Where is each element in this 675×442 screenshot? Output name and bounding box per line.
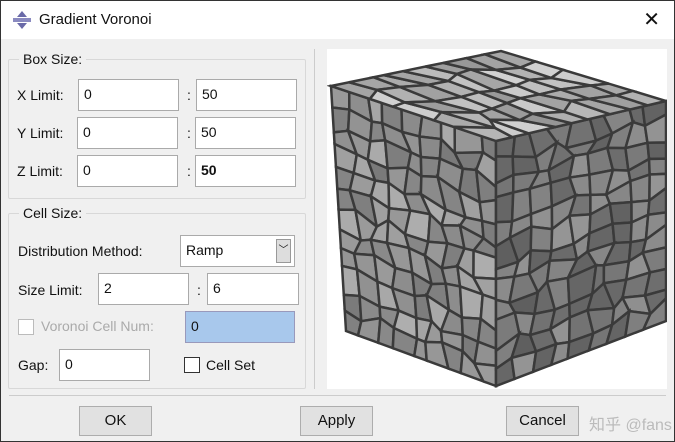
- apply-button[interactable]: Apply: [300, 406, 373, 436]
- voronoi-cell: [529, 225, 554, 253]
- separator: :: [197, 282, 201, 298]
- divider: [9, 395, 666, 396]
- y-limit-min-input[interactable]: 0: [77, 117, 178, 149]
- gap-input[interactable]: 0: [59, 349, 150, 381]
- box-size-group: Box Size:: [8, 51, 306, 199]
- voronoi-cell: [418, 135, 443, 160]
- x-limit-min-input[interactable]: 0: [78, 79, 179, 111]
- y-limit-label: Y Limit:: [17, 125, 64, 141]
- cell-size-group: Cell Size:: [8, 205, 306, 389]
- z-limit-label: Z Limit:: [17, 163, 63, 179]
- voronoi-cell: [611, 221, 633, 245]
- voronoi-cell-num-label: Voronoi Cell Num:: [41, 318, 154, 334]
- voronoi-cell: [611, 89, 671, 107]
- box-size-legend: Box Size:: [23, 51, 83, 67]
- distribution-method-label: Distribution Method:: [18, 243, 143, 259]
- gap-label: Gap:: [18, 357, 49, 373]
- divider: [314, 49, 315, 389]
- voronoi-cell-num-input[interactable]: 0: [185, 311, 295, 343]
- close-icon[interactable]: ✕: [643, 9, 660, 31]
- separator: :: [187, 163, 191, 179]
- title-bar: Gradient Voronoi ✕: [1, 1, 674, 39]
- separator: :: [187, 125, 191, 141]
- window-title: Gradient Voronoi: [39, 11, 152, 28]
- voronoi-cube-image: [326, 49, 671, 388]
- watermark: 知乎 @fans: [589, 417, 672, 434]
- x-limit-label: X Limit:: [17, 87, 64, 103]
- voronoi-cell: [356, 316, 382, 345]
- size-limit-max-input[interactable]: 6: [207, 273, 299, 305]
- voronoi-cell: [640, 295, 668, 332]
- x-limit-max-input[interactable]: 50: [196, 79, 297, 111]
- voronoi-cell-num-checkbox[interactable]: [18, 319, 34, 335]
- chevron-down-icon[interactable]: ﹀: [276, 239, 291, 263]
- app-icon: [13, 11, 31, 29]
- size-limit-label: Size Limit:: [18, 282, 83, 298]
- cancel-button[interactable]: Cancel: [506, 406, 579, 436]
- distribution-method-select[interactable]: Ramp ﹀: [180, 235, 295, 267]
- voronoi-preview: [326, 49, 671, 389]
- z-limit-max-input[interactable]: 50: [195, 155, 296, 187]
- z-limit-min-input[interactable]: 0: [77, 155, 178, 187]
- separator: :: [187, 87, 191, 103]
- distribution-method-value: Ramp: [186, 242, 224, 258]
- y-limit-max-input[interactable]: 50: [195, 117, 296, 149]
- cell-size-legend: Cell Size:: [23, 205, 83, 221]
- voronoi-cell: [330, 106, 351, 134]
- voronoi-cell: [608, 200, 633, 226]
- voronoi-cell: [494, 190, 515, 224]
- cell-set-checkbox[interactable]: [184, 357, 200, 373]
- size-limit-min-input[interactable]: 2: [98, 273, 189, 305]
- voronoi-cell: [646, 141, 668, 161]
- ok-button[interactable]: OK: [79, 406, 152, 436]
- voronoi-cell: [647, 157, 668, 176]
- cell-set-label: Cell Set: [206, 357, 256, 373]
